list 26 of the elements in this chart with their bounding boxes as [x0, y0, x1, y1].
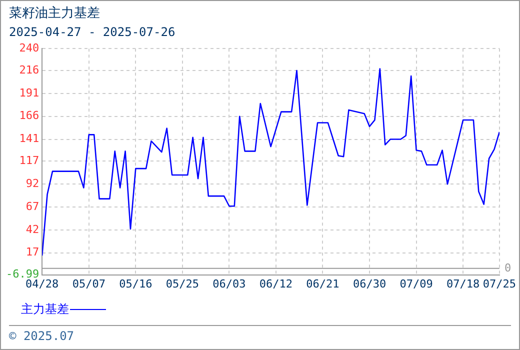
y-tick-label: 92 — [26, 177, 40, 190]
x-tick-label: 07/09 — [400, 277, 433, 290]
x-tick-label: 06/30 — [352, 277, 386, 290]
x-tick-label: 06/03 — [212, 277, 246, 290]
chart-subtitle: 2025-04-27 - 2025-07-26 — [9, 25, 176, 39]
x-tick-label: 05/25 — [166, 277, 199, 290]
ref-line-label: 0 — [504, 261, 512, 274]
y-tick-label: 216 — [19, 63, 40, 76]
x-tick-label: 06/12 — [259, 277, 293, 290]
y-tick-label: 166 — [19, 109, 40, 122]
y-tick-label: 42 — [26, 222, 40, 236]
y-tick-label: 191 — [19, 86, 40, 100]
y-tick-label: 240 — [19, 41, 40, 54]
x-tick-label: 05/16 — [119, 277, 152, 290]
y-tick-label: 117 — [19, 154, 40, 168]
legend-label: 主力基差 — [21, 302, 69, 316]
x-tick-label: 04/28 — [26, 277, 59, 290]
text: © 2025.07 — [9, 325, 511, 343]
y-tick-label: 17 — [26, 246, 40, 259]
y-tick-label: 141 — [19, 132, 40, 146]
x-tick-label: 05/07 — [72, 277, 106, 290]
chart-title: 菜籽油主力基差 — [9, 5, 100, 22]
x-tick-label: 06/21 — [306, 277, 340, 290]
x-tick-label: 07/25 — [482, 277, 516, 290]
y-tick-label: 67 — [26, 200, 40, 213]
x-tick-label: 07/18 — [446, 277, 480, 290]
